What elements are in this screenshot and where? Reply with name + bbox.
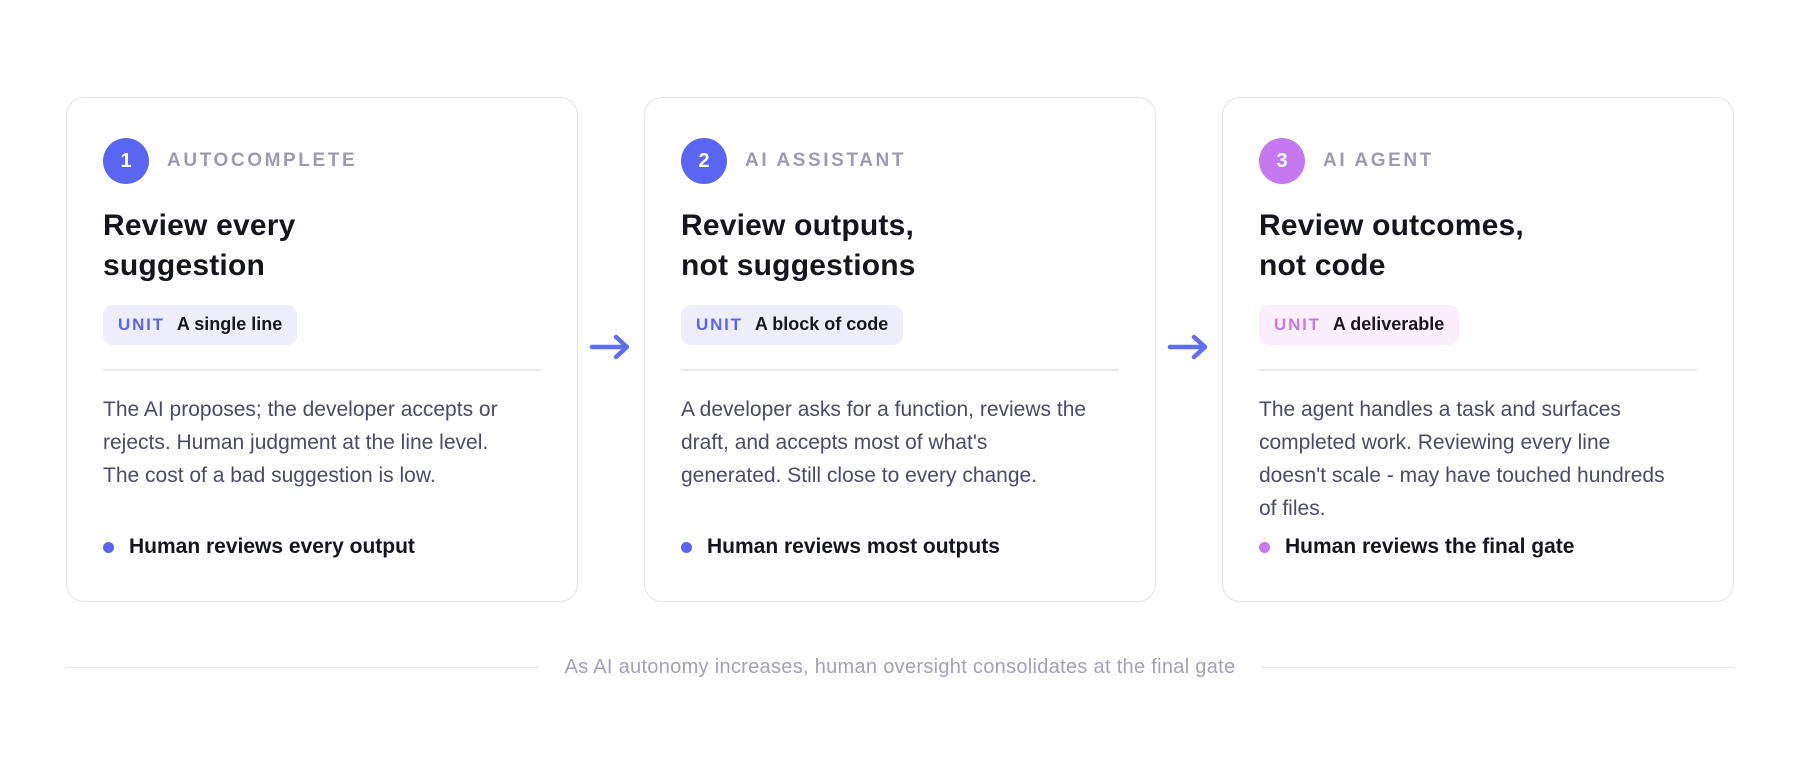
card-title-line2: suggestion bbox=[103, 248, 266, 282]
step-number-badge: 3 bbox=[1259, 138, 1305, 184]
stage-label: AI ASSISTANT bbox=[745, 150, 907, 171]
footnote-text: Human reviews most outputs bbox=[707, 535, 1000, 558]
right-arrow-icon bbox=[1167, 333, 1211, 366]
card-title: Review outputs, not suggestions bbox=[681, 206, 1119, 285]
card-title-line1: Review outcomes, bbox=[1259, 209, 1524, 242]
caption-divider-left bbox=[66, 666, 539, 669]
bullet-dot-icon bbox=[1259, 541, 1270, 553]
bullet-dot-icon bbox=[681, 541, 692, 553]
unit-pill: UNIT A deliverable bbox=[1259, 305, 1460, 346]
unit-value: A deliverable bbox=[1332, 314, 1445, 335]
card-ai-agent: 3 AI AGENT Review outcomes, not code UNIT… bbox=[1222, 97, 1734, 602]
card-description: The AI proposes; the developer accepts o… bbox=[103, 397, 498, 488]
card-title: Review every suggestion bbox=[103, 206, 541, 285]
unit-value: A single line bbox=[176, 314, 283, 335]
caption-text: As AI autonomy increases, human oversigh… bbox=[564, 656, 1236, 678]
bottom-caption: As AI autonomy increases, human oversigh… bbox=[66, 656, 1734, 679]
card-divider bbox=[103, 369, 541, 371]
card-header: 2 AI ASSISTANT bbox=[681, 138, 1119, 184]
card-title: Review outcomes, not code bbox=[1259, 206, 1697, 285]
unit-tag: UNIT bbox=[1274, 315, 1321, 335]
card-title-line2: not code bbox=[1259, 248, 1386, 282]
unit-value: A block of code bbox=[754, 314, 889, 335]
card-divider bbox=[681, 369, 1119, 371]
footnote-text: Human reviews every output bbox=[129, 535, 415, 558]
card-title-line2: not suggestions bbox=[681, 248, 916, 282]
stage-row: 1 AUTOCOMPLETE Review every suggestion UN… bbox=[66, 97, 1734, 602]
unit-tag: UNIT bbox=[118, 315, 165, 335]
card-title-line1: Review every bbox=[103, 209, 296, 242]
stage-arrow-1 bbox=[578, 97, 644, 602]
bullet-dot-icon bbox=[103, 541, 114, 553]
right-arrow-icon bbox=[589, 333, 633, 366]
card-autocomplete: 1 AUTOCOMPLETE Review every suggestion UN… bbox=[66, 97, 578, 602]
step-number-badge: 1 bbox=[103, 138, 149, 184]
unit-tag: UNIT bbox=[696, 315, 743, 335]
caption-divider-right bbox=[1261, 666, 1734, 669]
unit-pill: UNIT A single line bbox=[103, 305, 298, 346]
card-header: 3 AI AGENT bbox=[1259, 138, 1697, 184]
card-divider bbox=[1259, 369, 1697, 371]
card-header: 1 AUTOCOMPLETE bbox=[103, 138, 541, 184]
stage-label: AUTOCOMPLETE bbox=[167, 150, 358, 171]
stage-arrow-2 bbox=[1156, 97, 1222, 602]
footnote-text: Human reviews the final gate bbox=[1285, 535, 1575, 558]
step-number-badge: 2 bbox=[681, 138, 727, 184]
card-description: The agent handles a task and surfaces co… bbox=[1259, 397, 1665, 521]
stage-label: AI AGENT bbox=[1323, 150, 1434, 171]
card-footnote: Human reviews every output bbox=[103, 535, 541, 559]
card-ai-assistant: 2 AI ASSISTANT Review outputs, not sugges… bbox=[644, 97, 1156, 602]
card-footnote: Human reviews the final gate bbox=[1259, 535, 1697, 559]
card-footnote: Human reviews most outputs bbox=[681, 535, 1119, 559]
card-title-line1: Review outputs, bbox=[681, 209, 915, 242]
card-description: A developer asks for a function, reviews… bbox=[681, 397, 1087, 488]
unit-pill: UNIT A block of code bbox=[681, 305, 904, 346]
